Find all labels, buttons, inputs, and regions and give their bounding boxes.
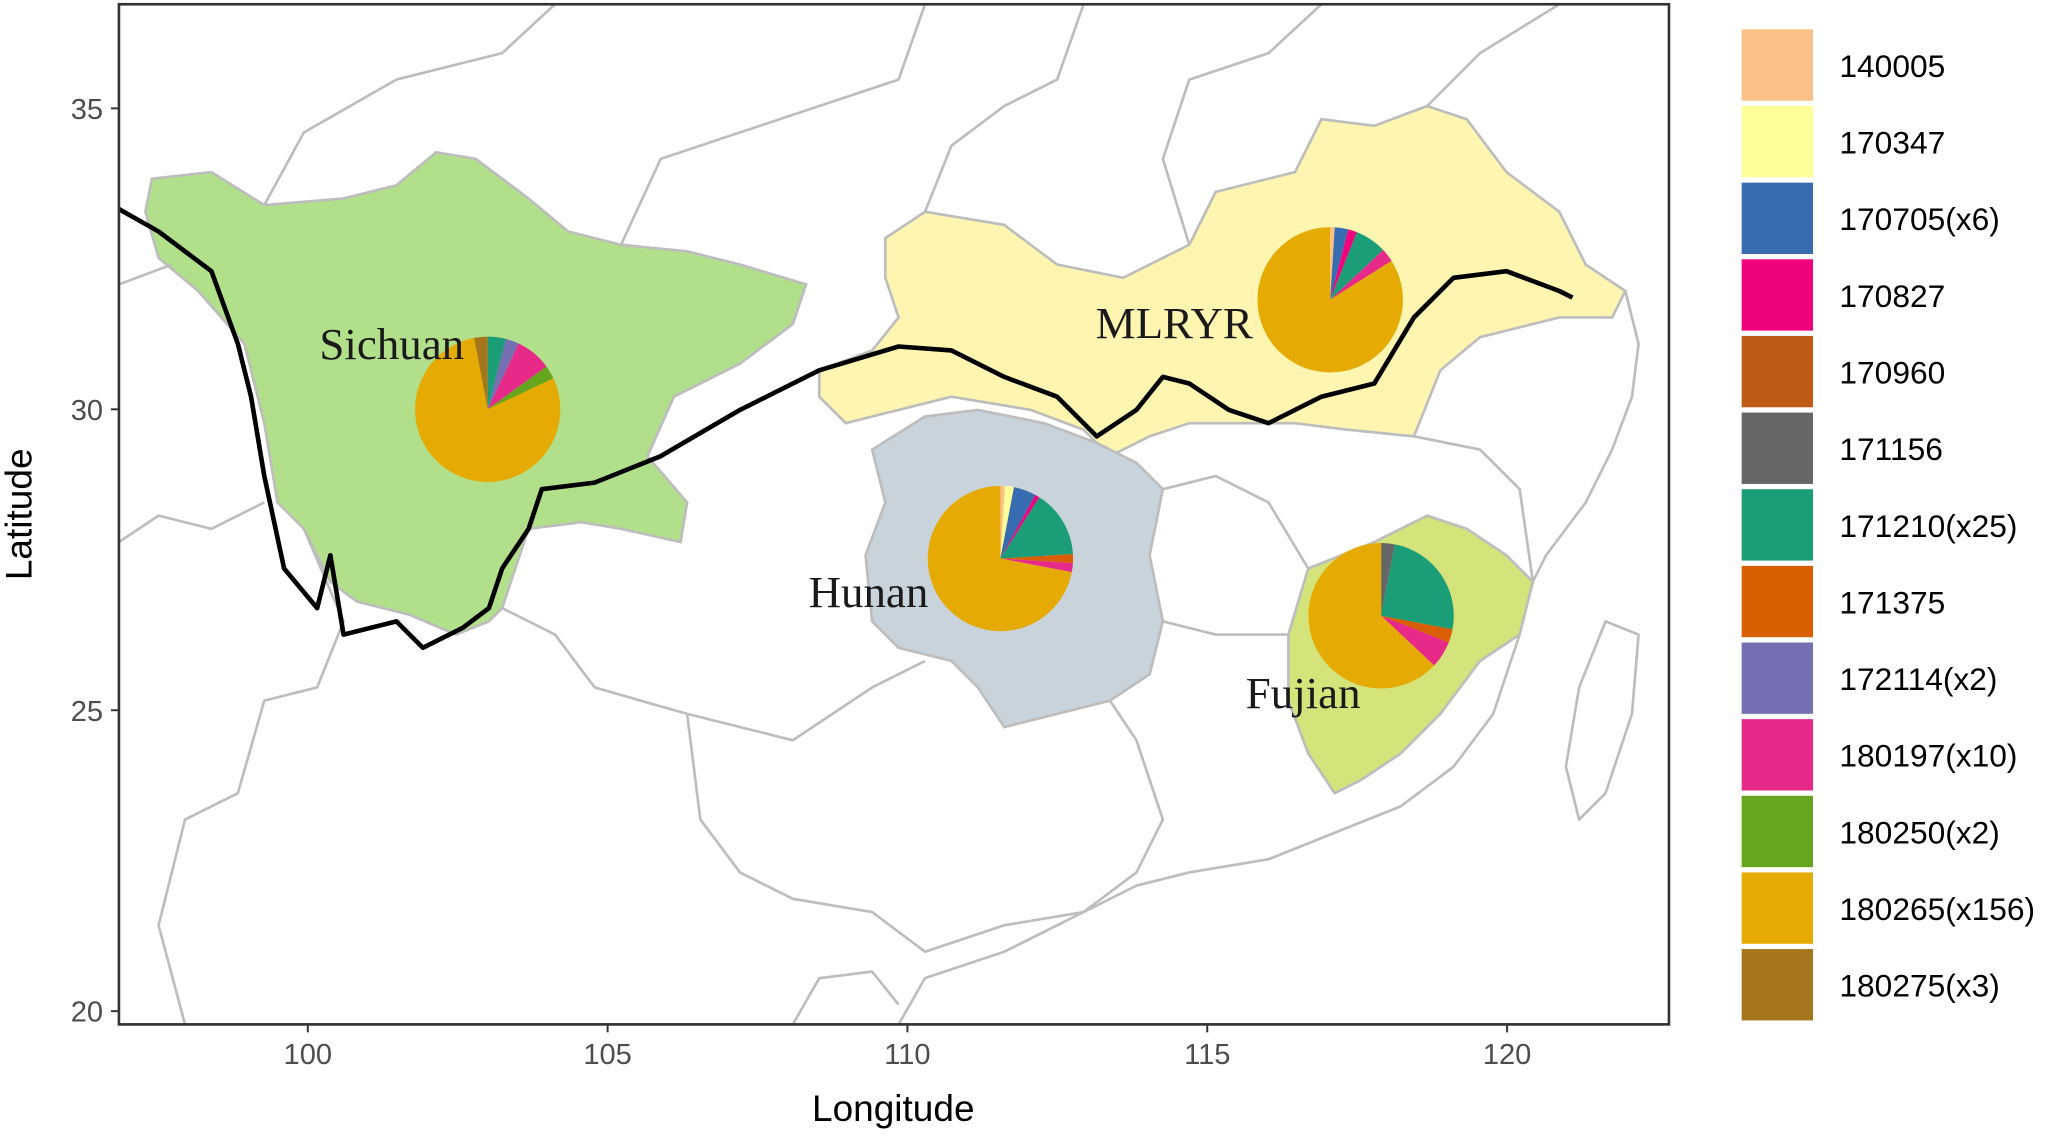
pie-slice [487,336,506,410]
region-label: Sichuan [319,319,464,369]
pie-slice [927,485,1072,632]
legend-key [1741,949,1813,1021]
plot-layer: 100 105 110 115 120 20 25 30 35 Sichuan MLRYR Hunan… [71,94,1532,1071]
legend-key [1741,795,1813,868]
pie-slice [1000,497,1073,559]
legend-key [1741,412,1813,484]
pie [1257,227,1403,373]
pie-slice [1381,543,1395,616]
pie-slice [1000,486,1014,559]
pie-slice [1330,232,1384,300]
pie-slice [1000,487,1036,559]
region-label: Hunan [809,567,929,617]
hainan [791,970,900,1025]
pie-slice [1000,553,1074,564]
legend-label: 140005 [1839,48,1945,84]
province-border [118,263,345,1025]
pie-slice [487,343,547,410]
legend-label: 180197(x10) [1839,738,2017,774]
pie-slice [1330,250,1392,300]
legend-label: 180265(x156) [1839,891,2035,927]
x-tick-label: 115 [1184,1039,1230,1071]
pie-slice [1000,558,1073,573]
x-tick-label: 105 [583,1039,632,1071]
river [118,207,1574,651]
province-border [501,606,1165,954]
region-label: MLRYR [1096,298,1253,348]
mlryr-area [817,104,1628,458]
x-tick-label: 100 [284,1039,333,1071]
pie-slice [1381,615,1449,666]
x-axis-title: Longitude [812,1088,975,1129]
pie-slice [1381,544,1454,630]
region-label: Fujian [1246,668,1361,718]
legend-key [1741,335,1813,408]
coastline [897,290,1640,1025]
legend-key [1741,489,1813,561]
pie [927,485,1074,632]
legend-label: 170960 [1839,355,1945,391]
legend-key [1741,106,1813,178]
province-border [263,4,1560,246]
pie [415,336,561,482]
x-tick-label: 120 [1483,1039,1532,1071]
pie-slice [487,338,519,410]
legend-key [1741,259,1813,331]
panel-border [117,2,1671,1026]
pie-slice [474,336,488,410]
legend-label: 180275(x3) [1839,968,1999,1004]
pie-slice [1000,494,1040,559]
pie-slice [1000,485,1005,559]
legend-key [1741,565,1813,638]
legend-label: 171156 [1839,431,1942,467]
y-tick-label: 25 [71,696,103,728]
y-tick-label: 30 [71,395,103,427]
x-tick-label: 110 [884,1039,930,1071]
pie-slice [1381,615,1453,643]
y-axis-title: Latitude [0,448,40,580]
legend-label: 171210(x25) [1839,508,2017,544]
pie [1308,543,1454,689]
pie-slice [1330,227,1335,300]
legend-key [1741,182,1813,254]
legend-label: 170705(x6) [1839,201,1999,237]
legend-label: 172114(x2) [1839,661,1997,697]
pie-slice [415,337,561,482]
pie-slice [1330,229,1357,300]
y-tick-label: 35 [71,94,103,126]
taiwan [1564,620,1640,821]
y-tick-label: 20 [71,997,103,1029]
legend-label: 171375 [1839,584,1945,620]
legend-key [1741,719,1813,791]
legend-label: 180250(x2) [1839,814,1999,850]
legend-label: 170347 [1839,125,1945,161]
pie-slice [1308,543,1435,689]
legend-label: 170827 [1839,278,1945,314]
legend-key [1741,872,1813,944]
pie-slice [1257,227,1403,373]
pie-slice [487,366,554,410]
pie-slice [1330,227,1349,300]
legend-key [1741,642,1813,714]
province-border [1162,435,1535,636]
legend-key [1741,29,1813,101]
